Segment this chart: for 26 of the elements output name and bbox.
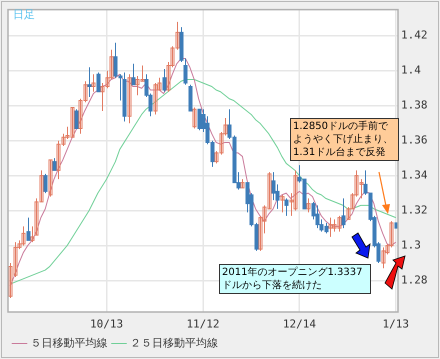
candlestick xyxy=(22,226,26,246)
annotation: 1.2850ドルの手前でようやく下げ止まり、1.31ドル台まで反発 xyxy=(290,118,399,161)
y-tick-label: 1.4 xyxy=(401,64,422,77)
chart-title: 日足 xyxy=(13,7,35,22)
x-tick-label: 10/13 xyxy=(90,317,124,330)
y-tick-label: 1.28 xyxy=(401,273,428,286)
candlestick xyxy=(192,106,196,129)
y-tick-label: 1.34 xyxy=(401,168,428,182)
x-tick-label: 11/12 xyxy=(186,317,220,330)
legend-label: ５日移動平均線 xyxy=(30,336,108,350)
candlestick xyxy=(382,246,386,269)
y-tick-label: 1.36 xyxy=(401,134,428,147)
x-tick-label: 1/13 xyxy=(382,317,410,330)
candlestick xyxy=(128,74,132,124)
candlestick xyxy=(280,194,284,213)
candlestick xyxy=(306,198,310,213)
x-tick-label: 12/14 xyxy=(282,317,316,330)
y-tick-label: 1.38 xyxy=(401,98,428,112)
y-tick-label: 1.3 xyxy=(401,238,421,252)
candlestick xyxy=(92,74,96,92)
candlestick xyxy=(328,217,332,238)
y-tick-label: 1.32 xyxy=(401,203,428,216)
legend-label: ２５日移動平均線 xyxy=(130,336,218,350)
candlestick xyxy=(48,159,52,198)
annotation: 2011年のオープニング1.3337ドルから下落を続けた xyxy=(219,264,371,294)
y-tick-label: 1.42 xyxy=(401,28,428,42)
